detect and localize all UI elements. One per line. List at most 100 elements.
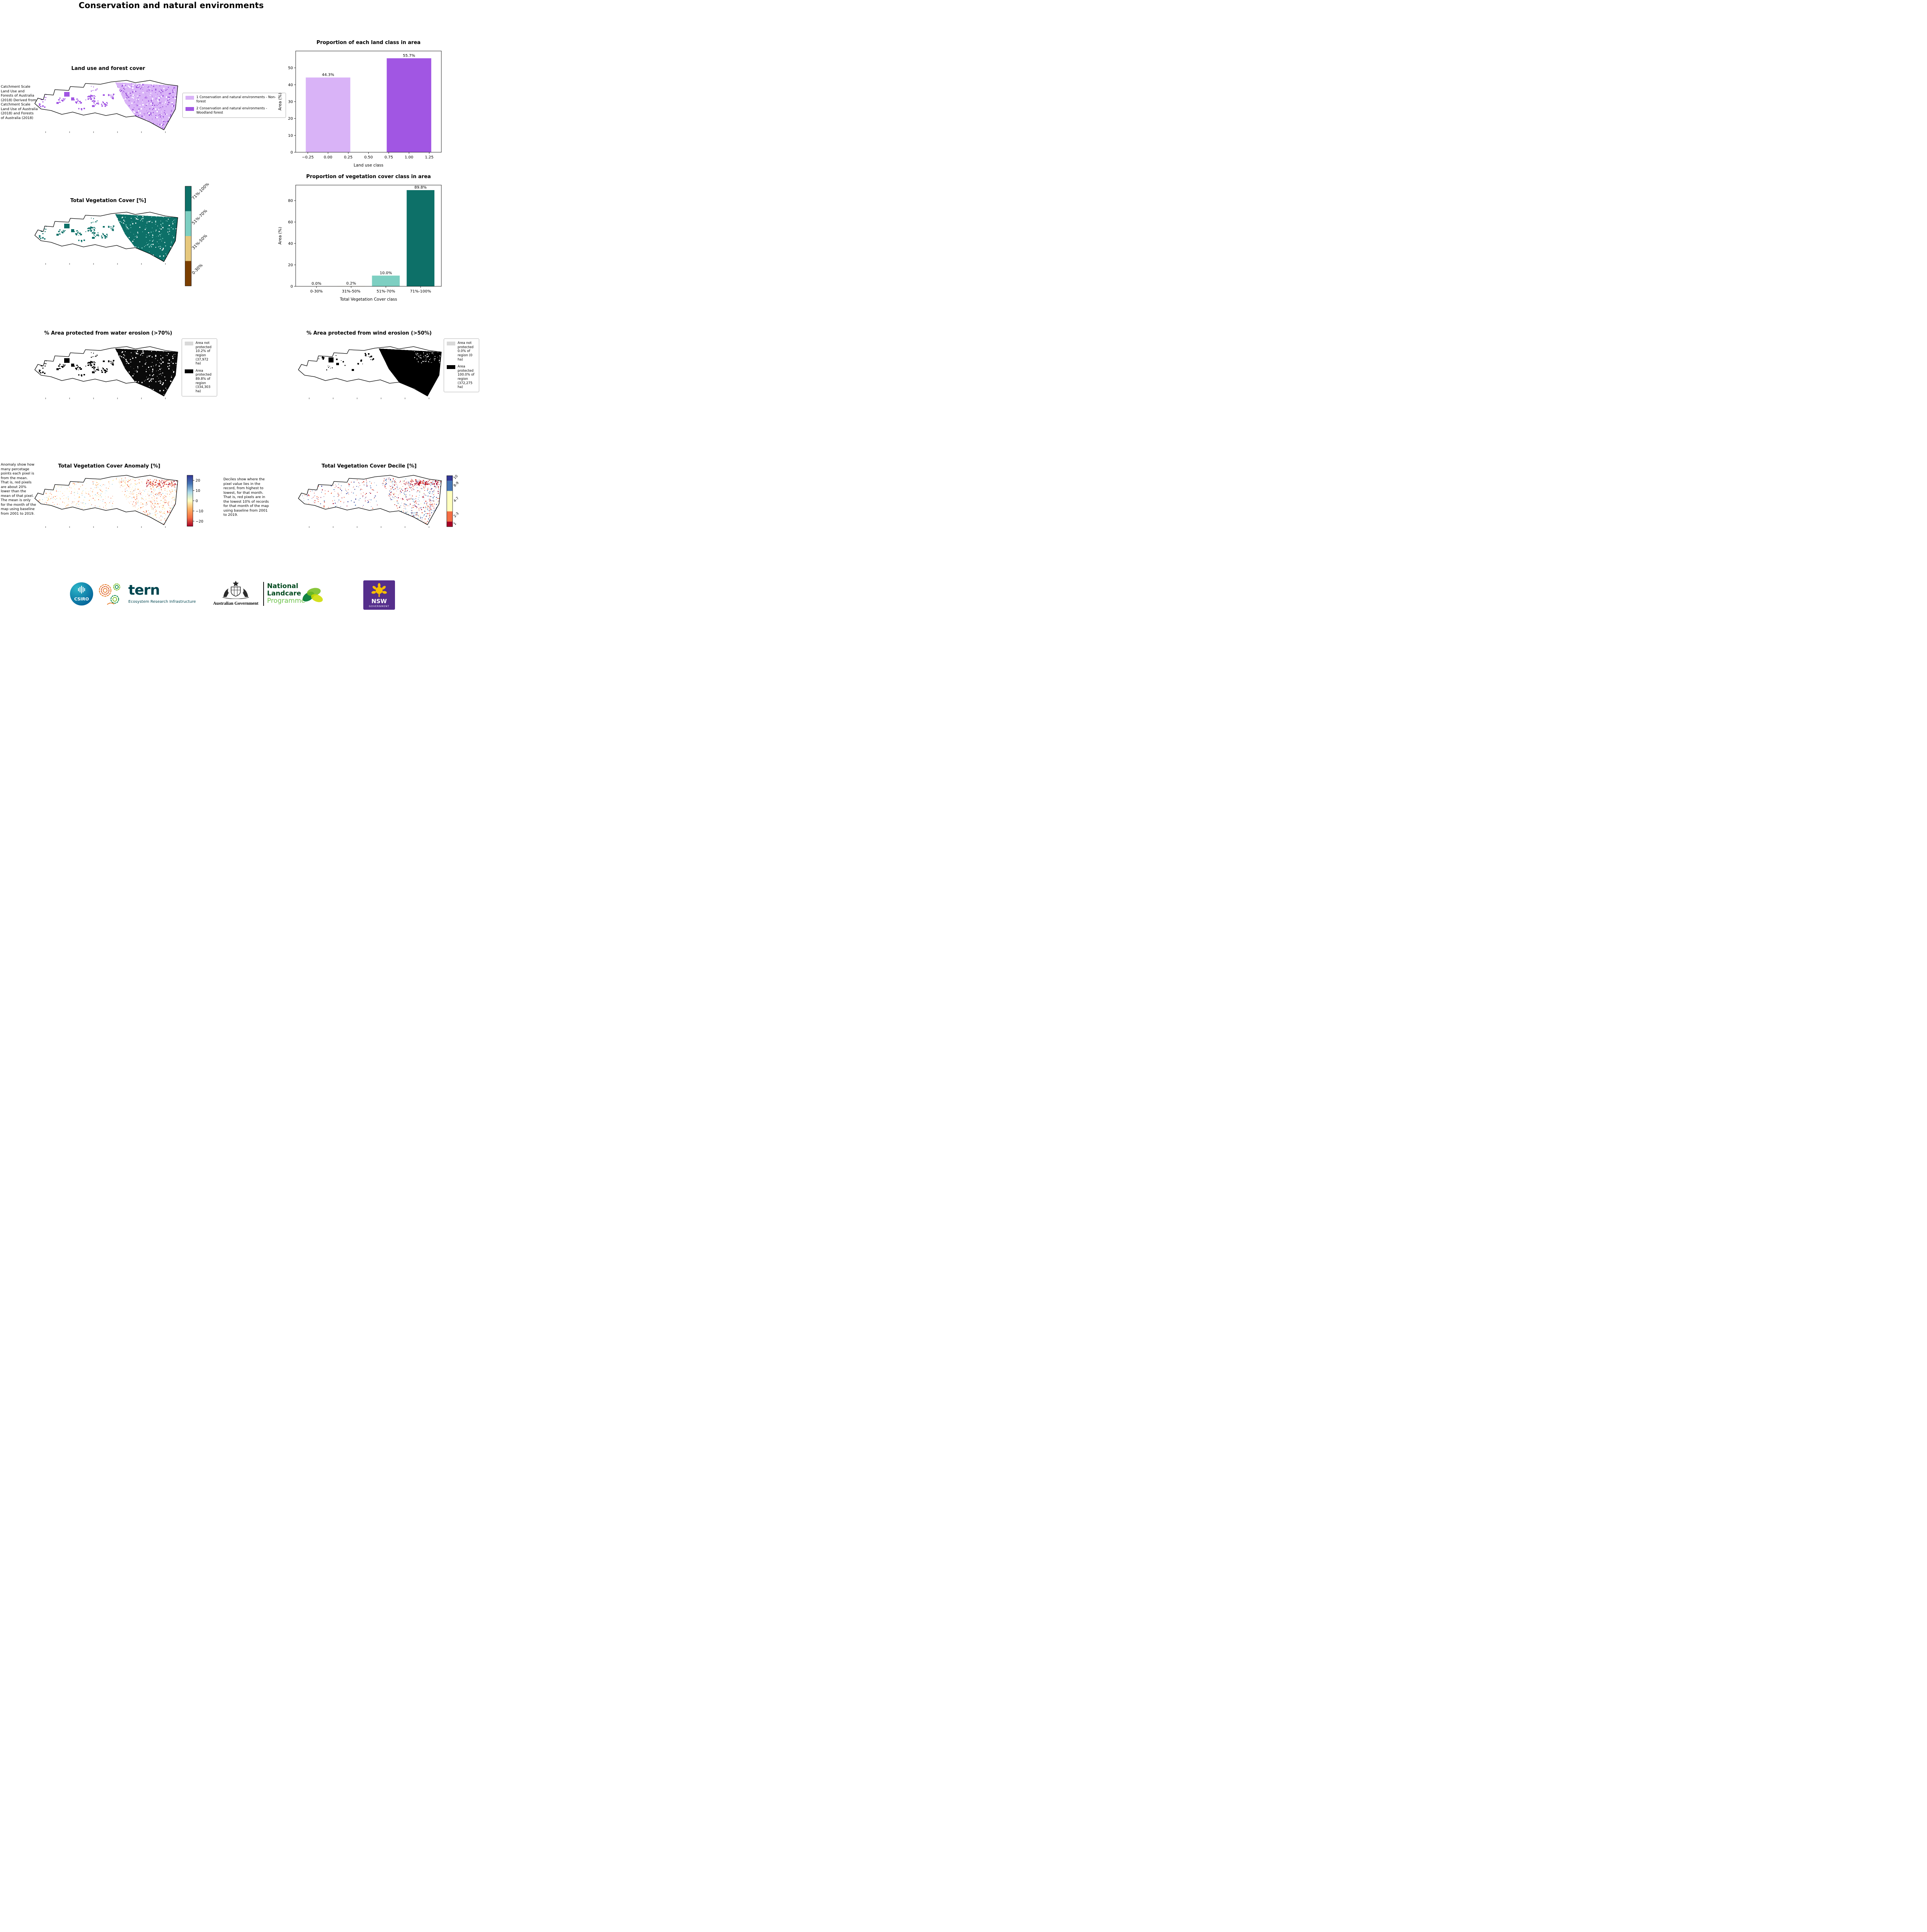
nsw-government-logo: NSW GOVERNMENT (363, 580, 395, 610)
svg-text:51%-70%: 51%-70% (376, 289, 395, 294)
svg-text:20: 20 (288, 263, 293, 267)
svg-text:−20: −20 (196, 519, 203, 524)
svg-text:0-30%: 0-30% (191, 263, 204, 275)
wind-notprotected-swatch (447, 342, 455, 345)
woodland-label: 2 Conservation and natural environments … (196, 107, 267, 115)
svg-text:0-30%: 0-30% (310, 289, 323, 294)
nsw-wordmark: NSW (371, 598, 387, 605)
decile-colorbar: 108-9 4-7 2-3 1 (446, 474, 460, 527)
landuse-legend: 1 Conservation and natural environments … (182, 93, 286, 118)
svg-text:1: 1 (453, 522, 457, 526)
vegcover-map (34, 212, 178, 265)
svg-text:0: 0 (291, 151, 293, 155)
water-protected-label: Area protected 89.8% of region (334,303 … (196, 369, 212, 393)
legend-entry-wind-protected: Area protected 100.0% of region (372,275… (447, 365, 476, 389)
anomaly-map (34, 475, 178, 528)
svg-text:10: 10 (196, 489, 200, 493)
svg-text:31%-50%: 31%-50% (342, 289, 361, 294)
land-class-bar-chart: Proportion of each land class in area 44.… (278, 40, 442, 168)
svg-text:−0.25: −0.25 (302, 155, 314, 160)
svg-text:50: 50 (288, 66, 293, 70)
water-erosion-legend: Area not protected 10.2% of region (37,9… (182, 338, 217, 396)
legend-entry-wind-notprotected: Area not protected 0.0% of region (0 ha) (447, 341, 476, 362)
decile-map (298, 475, 442, 528)
svg-text:1.25: 1.25 (425, 155, 433, 160)
svg-text:0.00: 0.00 (324, 155, 332, 160)
svg-text:4-7: 4-7 (453, 497, 460, 503)
coat-of-arms-icon (222, 581, 249, 599)
csiro-circle (70, 582, 93, 605)
wind-protected-label: Area protected 100.0% of region (372,275… (458, 365, 475, 389)
svg-text:0.2%: 0.2% (346, 281, 356, 286)
svg-text:51%-70%: 51%-70% (191, 209, 208, 226)
tern-wordmark: tern (128, 582, 160, 598)
svg-text:Area (%): Area (%) (278, 227, 283, 245)
national-landcare-logo: National Landcare Programme (267, 582, 305, 605)
landuse-map (34, 80, 178, 133)
water-erosion-map (34, 346, 178, 399)
svg-text:0.50: 0.50 (364, 155, 373, 160)
svg-text:10: 10 (453, 474, 459, 480)
svg-text:71%-100%: 71%-100% (191, 183, 210, 201)
report-page: Conservation and natural environments La… (0, 0, 482, 611)
woodland-swatch (186, 107, 194, 111)
nonforest-swatch (186, 96, 194, 100)
wind-erosion-title: % Area protected from wind erosion (>50%… (306, 330, 432, 336)
nonforest-label: 1 Conservation and natural environments … (196, 95, 276, 104)
svg-text:0.75: 0.75 (385, 155, 393, 160)
landcare-leaves-icon (302, 588, 323, 602)
legend-entry-water-protected: Area protected 89.8% of region (334,303 … (185, 369, 214, 394)
svg-text:30: 30 (288, 100, 293, 104)
anomaly-colorbar: 20 10 0 −10 −20 (187, 475, 203, 527)
tern-logo: tern Ecosystem Research Infrastructure (128, 583, 196, 604)
decile-caption: Deciles show where the pixel value lies … (223, 478, 269, 517)
vegcover-map-title: Total Vegetation Cover [%] (70, 198, 146, 204)
landuse-caption: Catchment Scale Land Use and Forests of … (1, 85, 38, 120)
svg-text:31%-50%: 31%-50% (191, 233, 208, 250)
landcare-line1: National (267, 582, 298, 590)
svg-text:71%-100%: 71%-100% (410, 289, 431, 294)
svg-text:Land use class: Land use class (354, 163, 383, 168)
svg-text:55.7%: 55.7% (403, 54, 415, 58)
page-title: Conservation and natural environments (78, 1, 264, 10)
svg-text:0.25: 0.25 (344, 155, 352, 160)
water-protected-swatch (185, 369, 193, 373)
anomaly-caption: Anomaly show how many percetage points e… (1, 463, 36, 516)
svg-text:0.0%: 0.0% (312, 282, 321, 286)
logo-divider (263, 582, 264, 606)
svg-text:10.0%: 10.0% (380, 271, 392, 275)
csiro-logo: CSIRO (70, 582, 93, 605)
legend-entry-woodland: 2 Conservation and natural environments … (186, 107, 283, 115)
svg-text:Proportion of each land class: Proportion of each land class in area (317, 40, 420, 46)
tern-tagline: Ecosystem Research Infrastructure (128, 600, 196, 604)
water-notprotected-swatch (185, 342, 193, 345)
svg-text:44.3%: 44.3% (322, 73, 334, 77)
waratah-icon (371, 583, 387, 597)
wind-erosion-legend: Area not protected 0.0% of region (0 ha)… (444, 338, 479, 392)
water-notprotected-label: Area not protected 10.2% of region (37,9… (196, 341, 212, 366)
svg-text:89.8%: 89.8% (414, 185, 427, 190)
anomaly-map-title: Total Vegetation Cover Anomaly [%] (58, 463, 160, 469)
svg-text:−10: −10 (196, 509, 203, 514)
svg-text:Total Vegetation Cover class: Total Vegetation Cover class (340, 297, 397, 302)
wind-protected-swatch (447, 365, 455, 369)
legend-entry-nonforest: 1 Conservation and natural environments … (186, 95, 283, 104)
wind-notprotected-label: Area not protected 0.0% of region (0 ha) (458, 341, 474, 362)
vegcover-bar-chart: Proportion of vegetation cover class in … (278, 174, 442, 302)
vegcover-colorbar: 71%-100% 51%-70% 31%-50% 0-30% (185, 183, 210, 286)
svg-text:Proportion of vegetation cover: Proportion of vegetation cover class in … (306, 174, 431, 180)
csiro-wordmark: CSIRO (74, 597, 89, 602)
wind-erosion-map (298, 346, 442, 399)
svg-text:8-9: 8-9 (453, 481, 460, 488)
water-erosion-title: % Area protected from water erosion (>70… (44, 330, 172, 336)
csiro-wave-icon (78, 585, 85, 594)
australian-government-logo: Australian Government (211, 580, 261, 606)
australian-government-label: Australian Government (213, 601, 259, 606)
svg-text:Area (%): Area (%) (278, 93, 283, 111)
svg-text:1.00: 1.00 (405, 155, 413, 160)
legend-entry-water-notprotected: Area not protected 10.2% of region (37,9… (185, 341, 214, 366)
svg-text:0: 0 (291, 285, 293, 289)
svg-text:20: 20 (196, 479, 200, 483)
svg-text:2-3: 2-3 (453, 512, 460, 518)
svg-text:40: 40 (288, 242, 293, 246)
